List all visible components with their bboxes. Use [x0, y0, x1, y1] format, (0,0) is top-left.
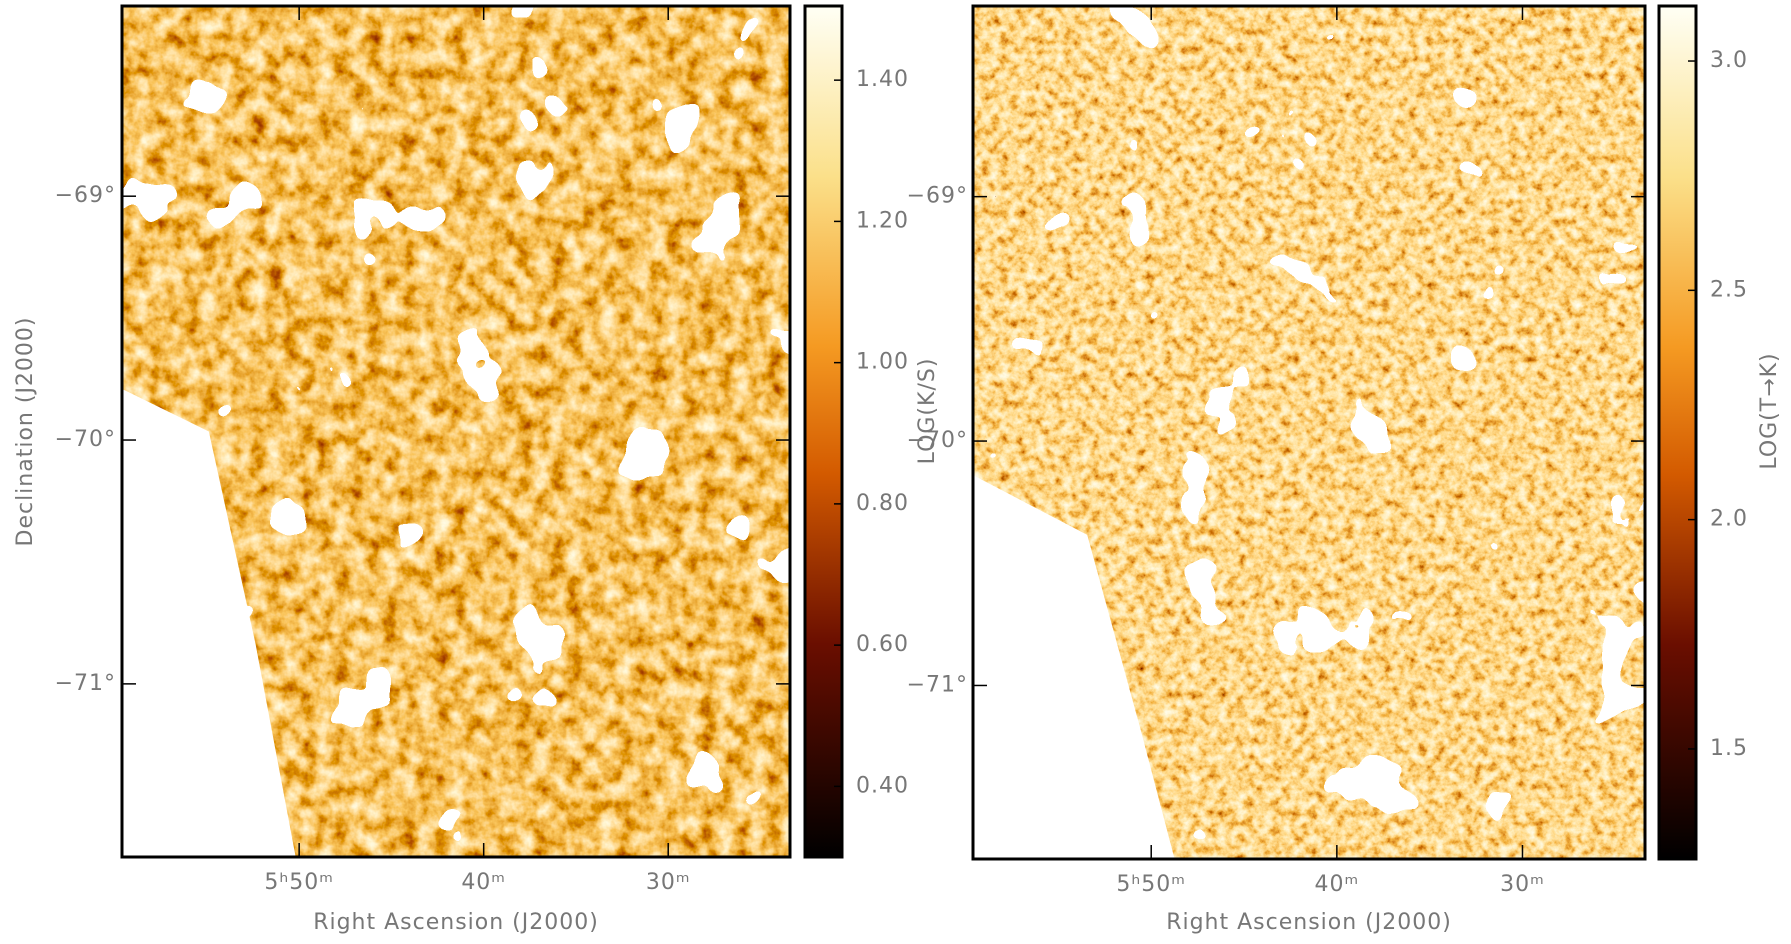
x-tick-label: 40ᵐ: [1314, 872, 1359, 897]
x-axis-label: Right Ascension (J2000): [1166, 910, 1452, 935]
colorbar-tick-label: 0.80: [856, 491, 909, 516]
colorbar: [1659, 6, 1696, 859]
colorbar-tick-label: 3.0: [1710, 48, 1748, 73]
colorbar-frame: [803, 4, 844, 859]
colorbar-label: LOG(T→K): [1757, 352, 1782, 469]
x-tick-label: 30ᵐ: [1500, 872, 1545, 897]
x-tick-label: 5ʰ50ᵐ: [1116, 872, 1186, 897]
x-tick-label: 40ᵐ: [461, 870, 506, 895]
x-tick-label: 30ᵐ: [646, 870, 691, 895]
y-tick-label: −70°: [55, 427, 116, 452]
blank-region: [122, 388, 296, 857]
y-axis-label: Declination (J2000): [13, 317, 38, 547]
colorbar-tick-label: 2.5: [1710, 277, 1748, 302]
colorbar-tick-label: 1.20: [856, 208, 909, 233]
colorbar-tick-label: 2.0: [1710, 507, 1748, 532]
map-frame: [120, 4, 792, 859]
y-tick-label: −70°: [907, 428, 968, 453]
colorbar-label: LOG(K/S): [915, 358, 940, 465]
colorbar: [805, 6, 842, 857]
colorbar-tick-label: 1.40: [856, 67, 909, 92]
y-tick-label: −69°: [907, 184, 968, 209]
y-tick-label: −69°: [55, 183, 116, 208]
y-tick-label: −71°: [55, 671, 116, 696]
x-axis-label: Right Ascension (J2000): [313, 910, 599, 935]
colorbar-tick-label: 0.60: [856, 632, 909, 657]
blank-region: [973, 475, 1175, 859]
x-tick-label: 5ʰ50ᵐ: [264, 870, 334, 895]
colorbar-tick-label: 1.00: [856, 350, 909, 375]
colorbar-frame: [1657, 4, 1698, 861]
colorbar-tick-label: 0.40: [856, 773, 909, 798]
colorbar-tick-label: 1.5: [1710, 736, 1748, 761]
map-frame: [971, 4, 1647, 861]
y-tick-label: −71°: [907, 672, 968, 697]
